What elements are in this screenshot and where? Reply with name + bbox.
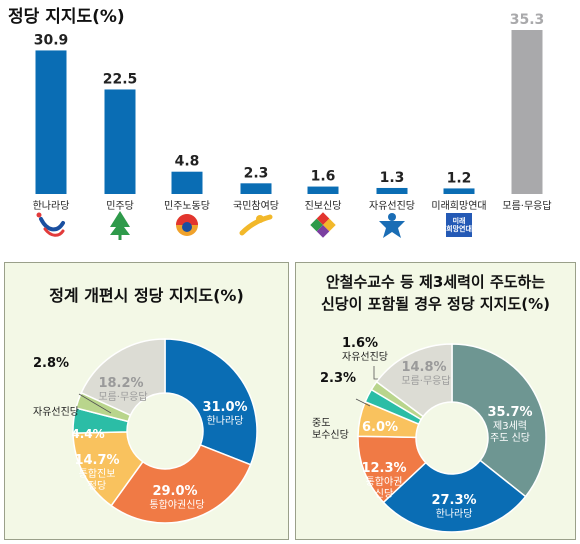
bar-category-label: 미래희망연대: [431, 200, 486, 212]
slice-name-label: 한나라당: [207, 415, 244, 427]
minjunodong-logo-icon: [176, 214, 198, 236]
slice-name-label: 통합야권신당: [149, 499, 204, 511]
slice-name-label: 중도 보수신당: [312, 417, 349, 441]
bar-value-label: 35.3: [510, 12, 545, 28]
slice-value-label: 1.6%: [342, 336, 378, 351]
pie-slice: [110, 443, 252, 524]
pie-panel-realignment: 정계 개편시 정당 지지도(%) 31.0% 한나라당 29.0% 통합야권신당 14.…: [4, 262, 289, 540]
slice-name-label: 제3세력 주도 신당: [490, 420, 530, 444]
slice-value-label: 4.4%: [71, 427, 104, 441]
slice-name-label: 통합진보 정당: [79, 468, 116, 492]
pie-slice: [451, 343, 547, 498]
leader-line: [355, 398, 371, 407]
slice-value-label: 2.3%: [320, 371, 356, 386]
bar-chart-title: 정당 지지도(%): [8, 7, 125, 27]
bar-category-label: 한나라당: [33, 200, 70, 212]
pie-slice: [375, 343, 453, 418]
minju-tree-logo-icon: [110, 211, 130, 240]
logo-text: 미래 희망연대: [446, 216, 472, 233]
jayuseonjin-logo-icon: [379, 213, 405, 238]
hannara-logo-icon: [36, 212, 65, 237]
bar-value-label: 30.9: [34, 32, 69, 48]
slice-name-label: 모름·무응답: [98, 391, 147, 403]
slice-value-label: 12.3%: [361, 461, 406, 476]
bar: [35, 50, 67, 194]
gukminchamyeo-logo-icon: [239, 214, 273, 236]
slice-value-label: 2.8%: [33, 356, 69, 371]
bar: [443, 188, 475, 194]
donut-chart: 31.0%한나라당 29.0%통합야권신당 14.7%통합진보 정당 4.4% 2.8% 자…: [33, 338, 258, 524]
slice-name-label: 자유선진당: [342, 351, 388, 363]
bar: [511, 30, 543, 194]
bar-value-label: 1.2: [447, 170, 472, 186]
slice-value-label: 18.2%: [98, 376, 143, 391]
bar-value-label: 1.6: [311, 169, 336, 185]
pie-slice: [164, 338, 258, 466]
bar-category-label: 민주노동당: [164, 200, 210, 212]
bar-chart: 정당 지지도(%) 30.9 한나라당 22.5 민주당 4.8 민주노동당 2.3 국민참여…: [8, 7, 552, 240]
bar: [171, 171, 203, 194]
pie-chart-title: 안철수교수 등 제3세력이 주도하는 신당이 포함될 경우 정당 지지도(%): [320, 273, 551, 313]
bar-category-label: 민주당: [106, 200, 134, 212]
donut-chart: 35.7%제3세력 주도 신당 27.3%한나라당 12.3%통합야권 신당 6.0% 2.…: [312, 336, 547, 533]
leader-line: [78, 393, 112, 414]
miraehuimang-logo-icon: 미래 희망연대: [446, 213, 472, 237]
bar: [307, 186, 339, 194]
bar-value-label: 4.8: [175, 154, 200, 170]
pie-slice: [382, 459, 527, 533]
slice-name-label: 한나라당: [436, 508, 473, 520]
slice-name-label: 자유선진당: [33, 406, 79, 418]
slice-value-label: 14.7%: [74, 453, 119, 468]
bar: [240, 183, 272, 194]
bar-category-label: 진보신당: [305, 200, 342, 212]
bar: [104, 89, 136, 194]
bar-category-label: 모름·무응답: [502, 200, 551, 212]
bar-category-label: 자유선진당: [369, 200, 415, 212]
slice-value-label: 35.7%: [487, 405, 532, 420]
bar-value-label: 1.3: [380, 170, 405, 186]
bar-category-label: 국민참여당: [233, 200, 279, 212]
pie-slice: [80, 338, 166, 417]
slice-name-label: 모름·무응답: [401, 375, 450, 387]
slice-value-label: 14.8%: [401, 360, 446, 375]
slice-value-label: 29.0%: [152, 484, 197, 499]
bar: [376, 187, 408, 194]
bar-value-label: 22.5: [103, 71, 138, 87]
pie-chart-title: 정계 개편시 정당 지지도(%): [49, 286, 244, 305]
slice-value-label: 27.3%: [431, 493, 476, 508]
slice-value-label: 6.0%: [362, 420, 398, 435]
bar-group: 30.9 한나라당 22.5 민주당 4.8 민주노동당 2.3 국민참여당 1.6 진보신당 1.…: [33, 12, 552, 212]
jinbo-logo-icon: [310, 212, 336, 238]
pie-panel-third-force: 안철수교수 등 제3세력이 주도하는 신당이 포함될 경우 정당 지지도(%) …: [295, 262, 576, 540]
bar-value-label: 2.3: [244, 165, 269, 181]
slice-value-label: 31.0%: [202, 400, 247, 415]
party-logos: 미래 희망연대: [36, 211, 472, 240]
